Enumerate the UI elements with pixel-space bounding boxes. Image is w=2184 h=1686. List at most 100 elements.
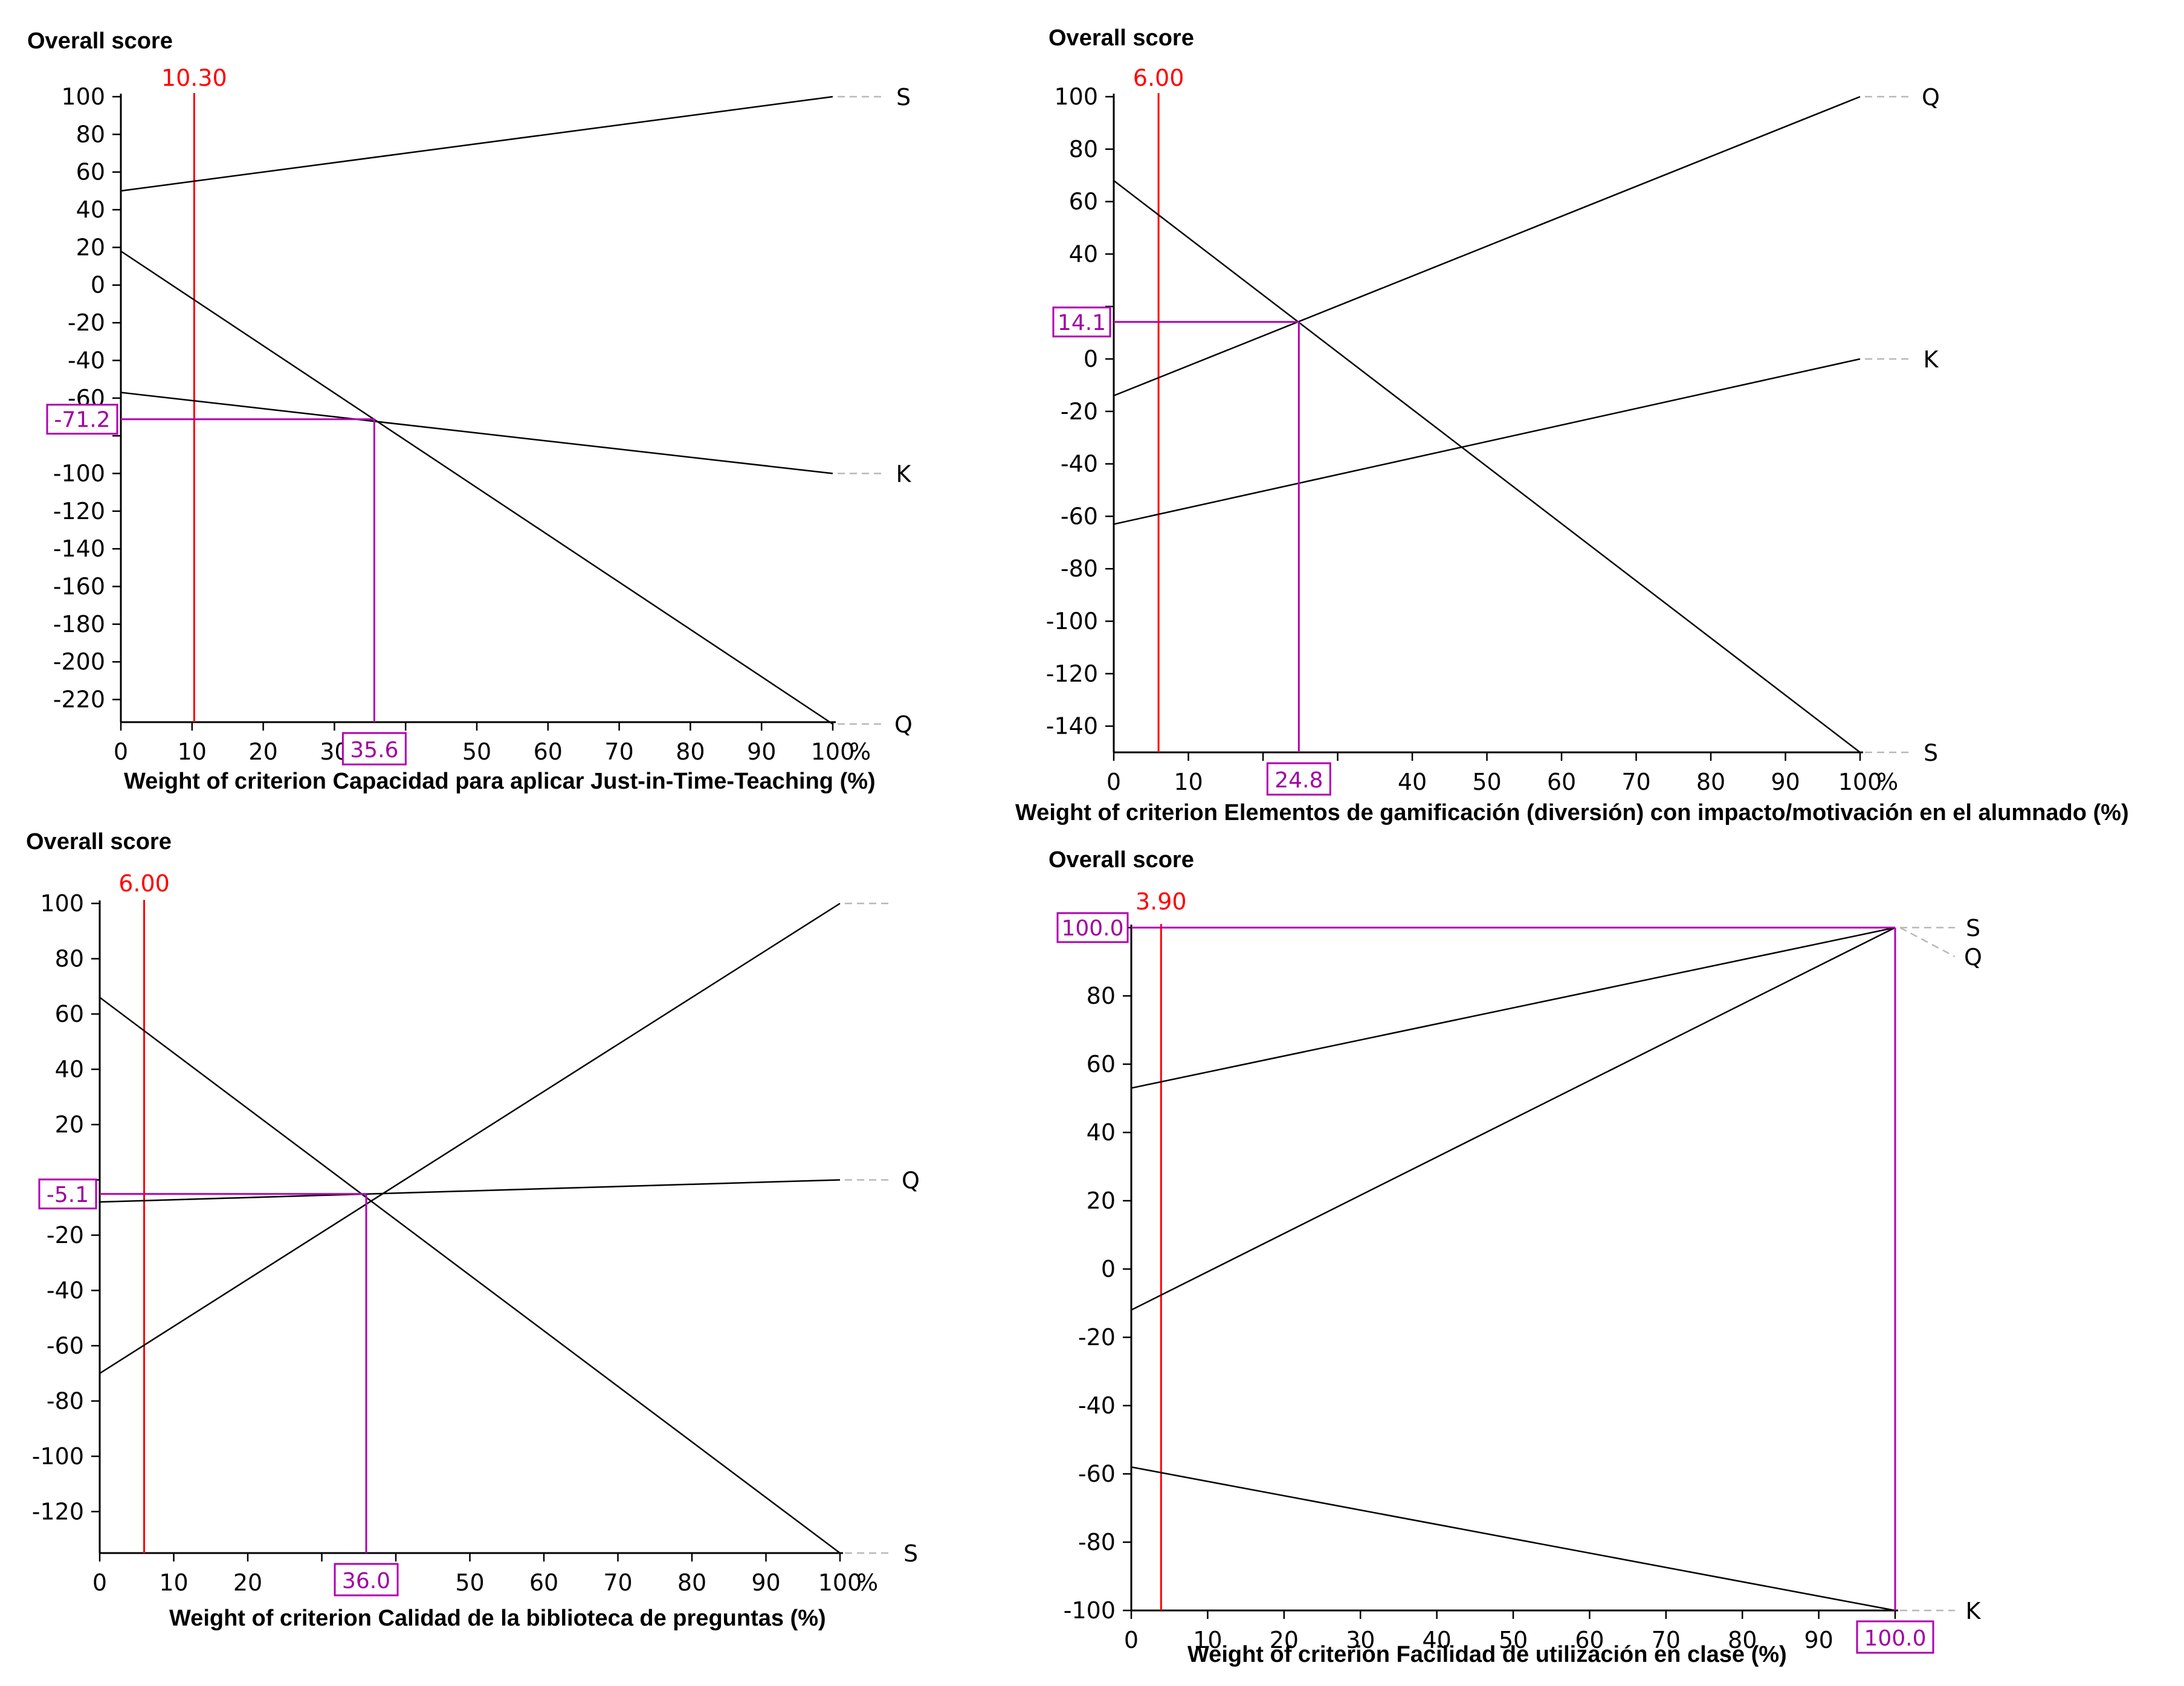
- y-tick-label: 20: [55, 1111, 84, 1138]
- y-tick-label: 20: [1087, 1187, 1116, 1214]
- x-tick-label: 10: [178, 738, 207, 765]
- x-tick-label: 10: [1174, 769, 1203, 795]
- x-tick-label: 80: [677, 1569, 706, 1596]
- series-line-Q: [1113, 95, 1861, 396]
- y-tick-label: -40: [47, 1277, 84, 1303]
- y-tick-label: -20: [1078, 1324, 1116, 1351]
- y-tick-label: -60: [1078, 1461, 1116, 1487]
- y-tick-label: 0: [1101, 1256, 1116, 1282]
- y-tick-label: 40: [1069, 241, 1098, 267]
- y-tick-label: 40: [55, 1056, 84, 1082]
- x-tick-label: 70: [1621, 769, 1650, 795]
- series-leader: [1899, 926, 1956, 958]
- y-tick-label: -100: [1046, 608, 1098, 635]
- series-label-K: K: [1924, 346, 1939, 373]
- x-axis-title: Weight of criterion Capacidad para aplic…: [124, 769, 876, 794]
- y-tick-label: 80: [55, 945, 84, 972]
- y-tick-label: -100: [32, 1443, 84, 1470]
- intersection-y-label: -5.1: [47, 1183, 89, 1207]
- y-axis-title: Overall score: [27, 28, 173, 54]
- series-label-Q: Q: [894, 711, 913, 738]
- x-tick-label: 20: [1270, 1627, 1299, 1653]
- y-tick-label: 60: [1069, 189, 1098, 215]
- series-label-S: S: [903, 1540, 918, 1567]
- y-tick-label: -120: [53, 498, 105, 525]
- y-tick-label: -120: [32, 1498, 84, 1525]
- y-tick-label: -140: [53, 535, 105, 562]
- y-tick-label: 40: [1087, 1119, 1116, 1146]
- intersection-x-box: [1266, 762, 1331, 796]
- y-tick-label: -80: [1061, 555, 1098, 582]
- intersection-x-label: 36.0: [342, 1569, 390, 1594]
- y-tick-label: 60: [55, 1001, 84, 1027]
- y-tick-label: -20: [47, 1222, 84, 1248]
- y-tick-label: 80: [76, 121, 105, 147]
- series-line-S: [99, 996, 841, 1554]
- y-tick-label: -40: [1078, 1392, 1116, 1419]
- series-line-Q: [1131, 926, 1896, 1311]
- x-tick-label: 20: [233, 1569, 262, 1596]
- x-tick-label: 100: [818, 1569, 862, 1596]
- intersection-y-box: [1056, 912, 1129, 943]
- y-tick-label: -60: [1061, 503, 1098, 529]
- y-tick-label: 20: [76, 234, 105, 260]
- intersection-y-box: [46, 404, 118, 435]
- x-tick-label: 90: [1771, 769, 1800, 795]
- intersection-x-label: 35.6: [350, 738, 398, 763]
- x-tick-label: 0: [92, 1569, 107, 1596]
- y-tick-label: 80: [1069, 136, 1098, 163]
- intersection-x-label: 24.8: [1275, 768, 1323, 793]
- y-tick-label: -120: [1046, 661, 1098, 687]
- series-line-S: [1131, 926, 1896, 1089]
- x-tick-label: 100: [1838, 769, 1882, 795]
- y-tick-label: -20: [1061, 398, 1098, 425]
- series-label-S: S: [1924, 740, 1938, 766]
- y-tick-label: 100: [40, 890, 84, 917]
- series-label-K: K: [1966, 1598, 1982, 1624]
- x-tick-label: 0: [1124, 1627, 1139, 1653]
- series-label-S: S: [1966, 915, 1980, 942]
- intersection-x-box: [1856, 1620, 1934, 1654]
- current-weight-label: 6.00: [1133, 65, 1184, 91]
- x-tick-label: 70: [604, 738, 633, 765]
- series-line-S: [120, 95, 833, 192]
- x-tick-label: 90: [1804, 1627, 1833, 1653]
- y-tick-label: -20: [68, 309, 105, 336]
- y-axis-title: Overall score: [26, 829, 172, 854]
- y-axis-title: Overall score: [1048, 25, 1194, 51]
- series-label-Q: Q: [902, 1167, 920, 1193]
- x-tick-label: 90: [747, 738, 776, 765]
- x-tick-label: 60: [1575, 1627, 1604, 1653]
- x-unit-label: %: [856, 1569, 878, 1596]
- y-tick-label: -140: [1046, 713, 1098, 740]
- y-tick-label: -80: [47, 1387, 84, 1414]
- series-label-K: K: [896, 460, 912, 487]
- x-tick-label: 50: [1499, 1627, 1528, 1653]
- chart-panel-1: Overall score Weight of criterion Capacid…: [27, 28, 913, 794]
- series-line-K: [120, 392, 833, 474]
- x-tick-label: 90: [751, 1569, 780, 1596]
- series-line-S: [1113, 179, 1861, 753]
- y-tick-label: 40: [76, 196, 105, 223]
- series-line-K: [1131, 1466, 1896, 1612]
- y-tick-label: -160: [53, 573, 105, 600]
- intersection-y-label: 14.1: [1058, 311, 1106, 335]
- y-tick-label: 80: [1087, 983, 1116, 1009]
- x-axis-title: Weight of criterion Facilidad de utiliza…: [1187, 1642, 1787, 1667]
- x-unit-label: %: [849, 738, 871, 765]
- x-tick-label: 0: [1107, 769, 1121, 795]
- intersection-y-label: -71.2: [54, 408, 110, 433]
- series-label-Q: Q: [1922, 84, 1940, 111]
- y-tick-label: -200: [53, 648, 105, 675]
- y-tick-label: -100: [53, 460, 105, 486]
- x-tick-label: 20: [248, 738, 277, 765]
- y-tick-label: -80: [1078, 1529, 1116, 1555]
- y-tick-label: 100: [1054, 83, 1098, 110]
- x-tick-label: 80: [676, 738, 705, 765]
- x-tick-label: 40: [1422, 1627, 1451, 1653]
- x-tick-label: 60: [1547, 769, 1576, 795]
- x-tick-label: 40: [1398, 769, 1427, 795]
- x-tick-label: 80: [1696, 769, 1725, 795]
- x-tick-label: 70: [1652, 1627, 1681, 1653]
- x-tick-label: 100: [811, 738, 855, 765]
